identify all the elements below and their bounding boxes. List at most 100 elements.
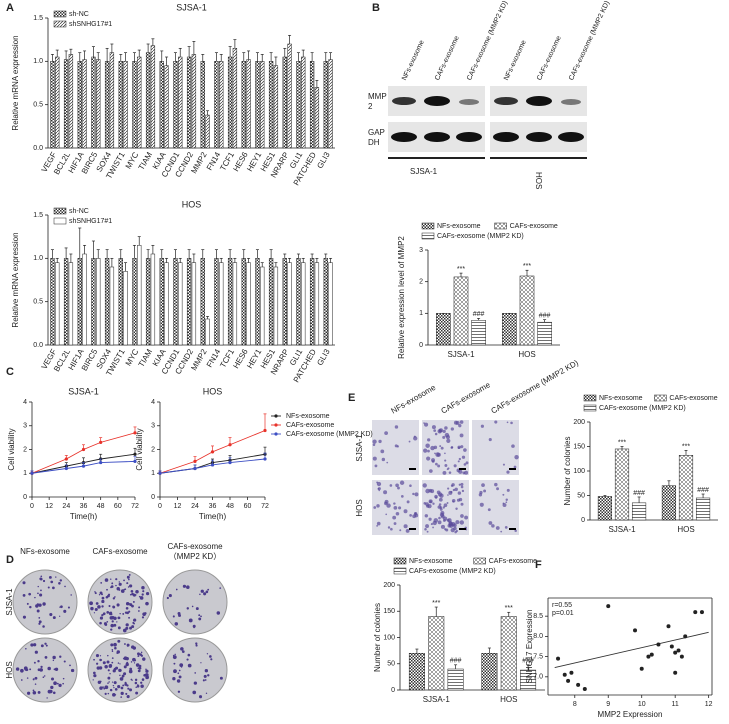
stained-cell — [450, 490, 453, 494]
x-tick-label: GLI3 — [315, 150, 332, 170]
colony — [40, 665, 43, 669]
colony — [15, 667, 20, 671]
colony — [129, 688, 133, 692]
colony — [179, 663, 184, 667]
bar — [282, 258, 287, 346]
stained-cell — [378, 489, 381, 492]
colony — [128, 573, 131, 576]
colony — [200, 589, 204, 593]
scale-bar — [509, 528, 516, 530]
bar — [296, 61, 301, 149]
stained-cell — [445, 435, 450, 440]
colony — [118, 617, 121, 619]
legend-label: shSNHG17#1 — [69, 218, 112, 225]
stained-cell — [392, 515, 397, 520]
colony — [113, 681, 117, 685]
colony — [173, 662, 176, 665]
image-column-label: NFs-exosome — [390, 383, 438, 416]
bar — [323, 61, 328, 149]
stained-cell — [506, 488, 510, 492]
colony — [122, 684, 125, 687]
colony — [173, 669, 177, 674]
band — [494, 97, 518, 105]
colony — [191, 605, 194, 608]
colony — [133, 622, 135, 625]
legend-swatch — [421, 232, 435, 240]
y-axis-label: Cell viability — [7, 428, 16, 470]
stained-cell — [385, 513, 388, 516]
colony — [37, 592, 39, 595]
bar — [55, 262, 60, 346]
stained-cell — [386, 461, 389, 464]
colony — [98, 594, 101, 596]
bar — [145, 258, 151, 346]
bar — [408, 653, 425, 691]
stained-cell — [456, 498, 461, 502]
bar — [186, 56, 192, 149]
colony — [177, 672, 180, 675]
y-axis-label: Cell viability — [135, 428, 144, 470]
colony — [63, 660, 66, 663]
colony — [172, 654, 175, 657]
stained-cell — [457, 460, 460, 463]
image-column-label: CAFs-exosome (MMP2 KD) — [490, 358, 581, 416]
bar — [137, 56, 142, 149]
colony — [116, 652, 119, 654]
colony — [104, 664, 108, 669]
y-tick-label: 7.5 — [533, 653, 543, 660]
y-tick-label: 8.0 — [533, 633, 543, 640]
colony — [93, 674, 97, 678]
colony — [112, 597, 115, 600]
colony — [107, 669, 110, 672]
colony — [112, 693, 116, 697]
stained-cell — [455, 420, 460, 425]
stained-cell — [457, 491, 462, 495]
bar — [159, 61, 164, 149]
stained-cell — [478, 493, 483, 497]
micrograph — [472, 420, 519, 475]
stained-cell — [380, 449, 385, 454]
colony — [101, 605, 104, 608]
colony — [110, 643, 114, 647]
colony — [125, 656, 129, 661]
legend-swatch — [53, 207, 67, 215]
colony — [135, 691, 139, 695]
point — [669, 644, 674, 649]
point — [210, 450, 215, 454]
colony — [52, 691, 56, 695]
y-tick-label: 100 — [573, 468, 585, 475]
colony — [109, 672, 111, 675]
stained-cell — [502, 463, 505, 466]
bar — [323, 258, 328, 346]
colony — [200, 615, 202, 618]
colony — [106, 620, 109, 623]
stained-cell — [447, 487, 450, 490]
y-tick-label: 7.0 — [533, 674, 543, 681]
band — [424, 96, 450, 106]
bar — [132, 61, 137, 149]
stained-cell — [451, 483, 455, 487]
band — [456, 132, 482, 142]
stained-cell — [504, 526, 508, 529]
colony — [129, 603, 133, 607]
bar — [50, 61, 55, 149]
stained-cell — [455, 529, 459, 533]
colony — [120, 691, 124, 695]
bar — [232, 262, 238, 346]
stained-cell — [396, 445, 399, 448]
colony — [124, 643, 126, 645]
colony — [206, 653, 209, 655]
colony — [192, 690, 197, 695]
dish — [12, 569, 78, 635]
colony — [168, 594, 172, 598]
stained-cell — [511, 444, 515, 448]
colony — [99, 655, 102, 657]
colony — [29, 668, 32, 671]
fit-line — [554, 631, 709, 668]
dish-column-label: NFs-exosome — [20, 547, 70, 556]
colony — [37, 660, 40, 663]
scale-bar — [459, 468, 466, 470]
colony — [110, 611, 112, 614]
legend-swatch — [583, 394, 597, 402]
colony — [101, 599, 105, 604]
